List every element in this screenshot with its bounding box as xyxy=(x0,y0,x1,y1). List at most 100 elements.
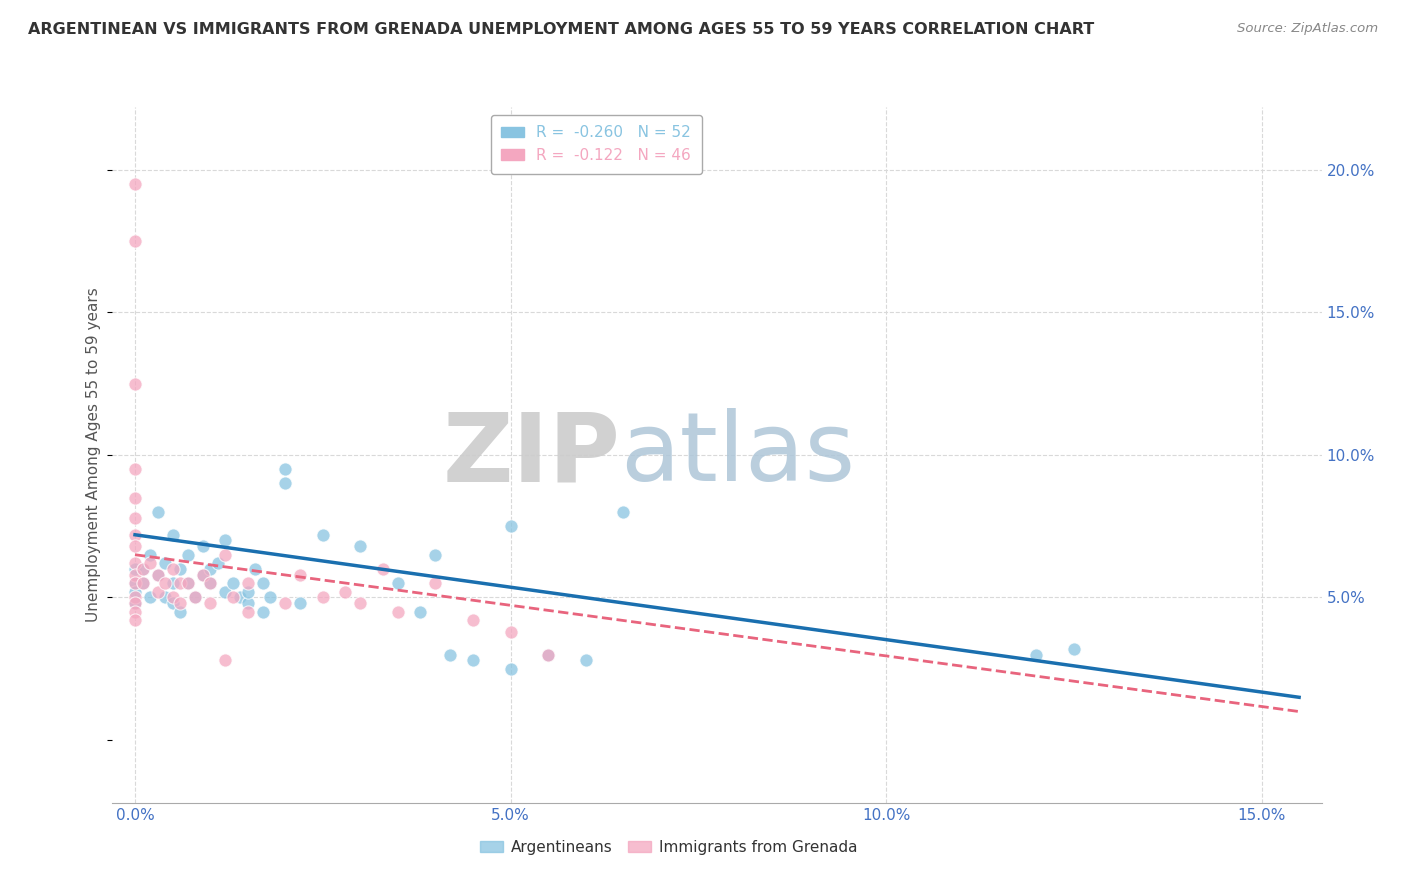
Point xyxy=(259,591,281,605)
Point xyxy=(162,591,184,605)
Point xyxy=(499,624,522,639)
Point xyxy=(198,562,221,576)
Point xyxy=(499,662,522,676)
Point xyxy=(176,576,198,591)
Point xyxy=(387,576,409,591)
Point xyxy=(214,548,236,562)
Point xyxy=(162,576,184,591)
Point xyxy=(162,562,184,576)
Point xyxy=(312,591,335,605)
Point xyxy=(274,596,297,610)
Point xyxy=(371,562,394,576)
Point xyxy=(612,505,634,519)
Point xyxy=(139,548,162,562)
Point xyxy=(214,533,236,548)
Point xyxy=(146,567,169,582)
Point xyxy=(162,528,184,542)
Point xyxy=(537,648,560,662)
Point xyxy=(124,462,146,476)
Point xyxy=(124,376,146,391)
Legend: Argentineans, Immigrants from Grenada: Argentineans, Immigrants from Grenada xyxy=(474,834,863,862)
Point xyxy=(124,591,146,605)
Point xyxy=(191,567,214,582)
Point xyxy=(252,605,274,619)
Text: atlas: atlas xyxy=(620,409,855,501)
Point xyxy=(425,548,447,562)
Point xyxy=(274,476,297,491)
Point xyxy=(124,584,146,599)
Point xyxy=(169,562,191,576)
Point xyxy=(184,591,207,605)
Point xyxy=(146,505,169,519)
Point xyxy=(290,567,312,582)
Point xyxy=(236,605,259,619)
Point xyxy=(153,556,176,570)
Point xyxy=(191,539,214,553)
Point xyxy=(198,576,221,591)
Point xyxy=(387,605,409,619)
Point xyxy=(409,605,432,619)
Point xyxy=(198,596,221,610)
Point xyxy=(153,576,176,591)
Point xyxy=(425,576,447,591)
Point xyxy=(124,510,146,524)
Point xyxy=(139,591,162,605)
Text: ARGENTINEAN VS IMMIGRANTS FROM GRENADA UNEMPLOYMENT AMONG AGES 55 TO 59 YEARS CO: ARGENTINEAN VS IMMIGRANTS FROM GRENADA U… xyxy=(28,22,1094,37)
Point xyxy=(236,596,259,610)
Point xyxy=(229,591,252,605)
Point xyxy=(461,613,484,627)
Point xyxy=(243,562,266,576)
Point xyxy=(131,576,153,591)
Point xyxy=(124,605,146,619)
Point xyxy=(575,653,598,667)
Point xyxy=(252,576,274,591)
Point xyxy=(176,576,198,591)
Point xyxy=(290,596,312,610)
Point xyxy=(191,567,214,582)
Point xyxy=(124,556,146,570)
Point xyxy=(153,591,176,605)
Y-axis label: Unemployment Among Ages 55 to 59 years: Unemployment Among Ages 55 to 59 years xyxy=(86,287,101,623)
Point xyxy=(349,596,371,610)
Point xyxy=(439,648,461,662)
Point xyxy=(124,562,146,576)
Point xyxy=(221,576,243,591)
Point xyxy=(146,567,169,582)
Text: Source: ZipAtlas.com: Source: ZipAtlas.com xyxy=(1237,22,1378,36)
Point xyxy=(124,491,146,505)
Point xyxy=(335,584,357,599)
Point xyxy=(124,539,146,553)
Point xyxy=(198,576,221,591)
Point xyxy=(124,177,146,191)
Point xyxy=(124,576,146,591)
Point xyxy=(349,539,371,553)
Point xyxy=(162,596,184,610)
Point xyxy=(139,556,162,570)
Point xyxy=(169,596,191,610)
Point xyxy=(221,591,243,605)
Point xyxy=(131,576,153,591)
Point xyxy=(124,234,146,248)
Point xyxy=(207,556,229,570)
Point xyxy=(1025,648,1047,662)
Point xyxy=(236,576,259,591)
Point xyxy=(461,653,484,667)
Point xyxy=(236,584,259,599)
Point xyxy=(124,596,146,610)
Point xyxy=(214,653,236,667)
Point xyxy=(124,576,146,591)
Point xyxy=(169,576,191,591)
Point xyxy=(131,562,153,576)
Point xyxy=(214,584,236,599)
Point xyxy=(131,562,153,576)
Point xyxy=(312,528,335,542)
Point xyxy=(169,605,191,619)
Point xyxy=(146,584,169,599)
Point xyxy=(1063,641,1085,656)
Point xyxy=(124,613,146,627)
Point xyxy=(499,519,522,533)
Point xyxy=(124,596,146,610)
Point xyxy=(176,548,198,562)
Point xyxy=(274,462,297,476)
Point xyxy=(537,648,560,662)
